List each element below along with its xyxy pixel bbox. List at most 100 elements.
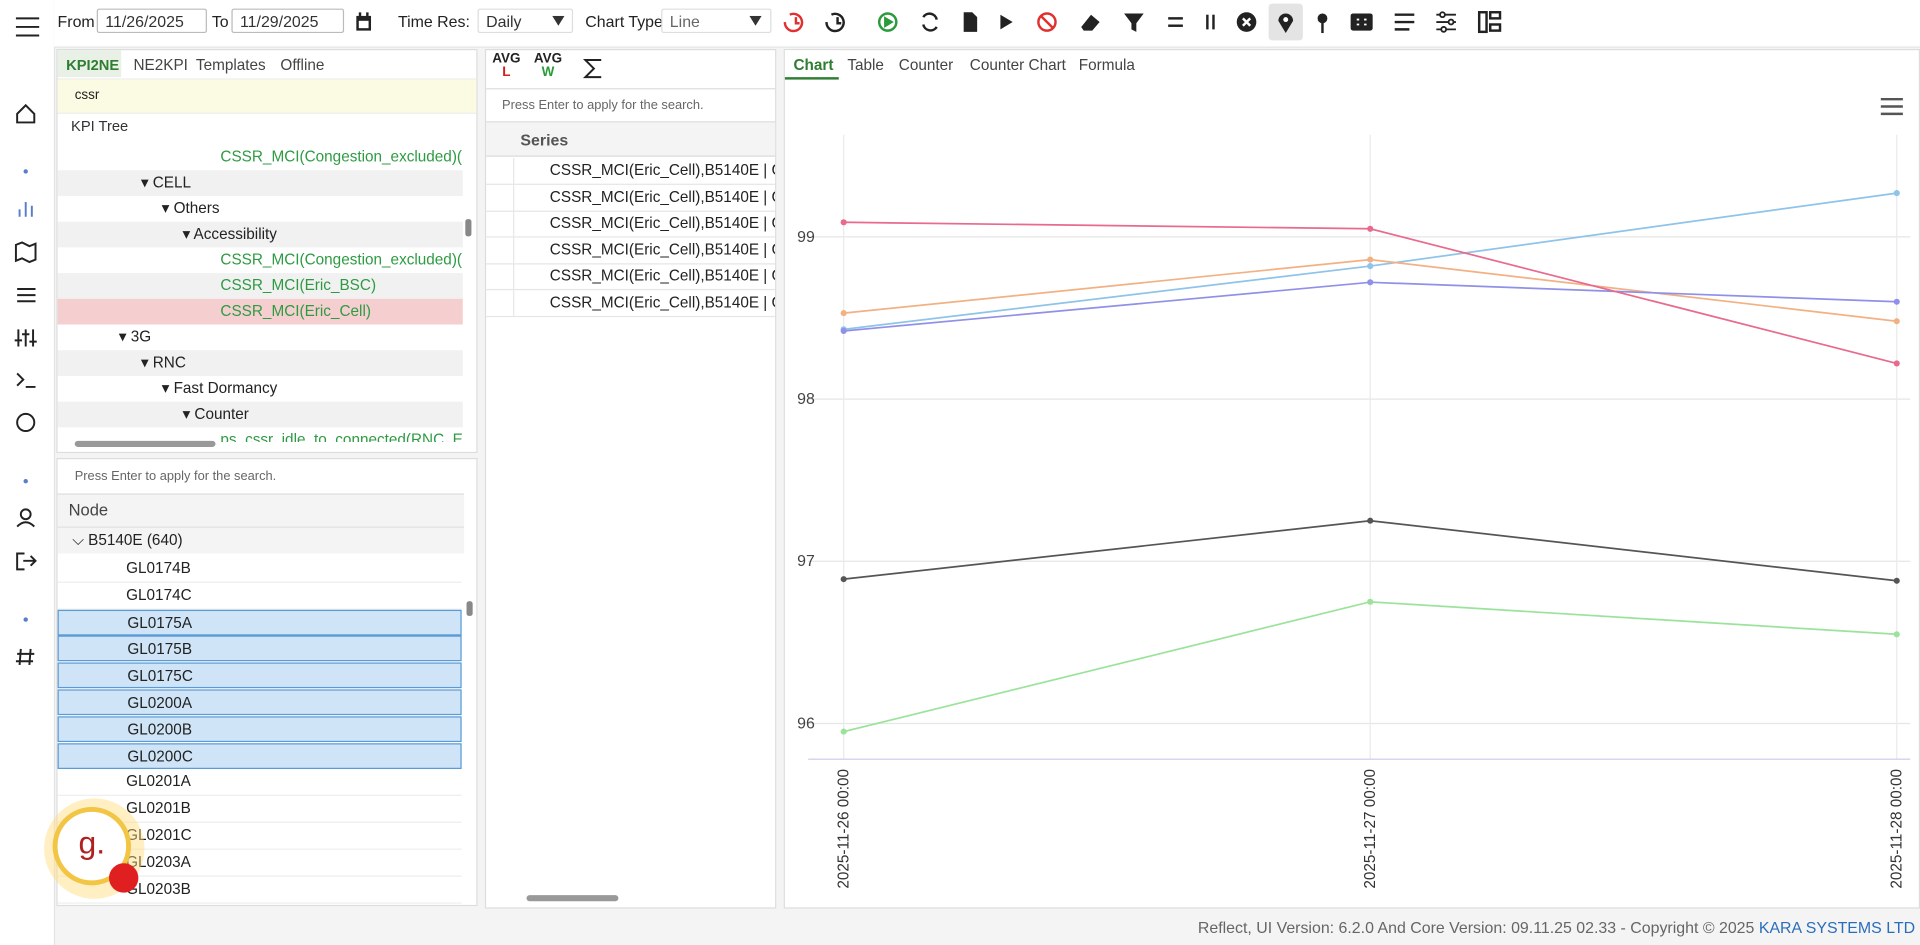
tab[interactable]: Table [847,56,884,74]
node-row[interactable]: GL0203B [57,876,462,904]
series-point[interactable] [1893,631,1900,638]
align-button[interactable] [1394,13,1415,31]
home-icon[interactable] [16,103,36,124]
series-point[interactable] [1367,225,1374,232]
series-point[interactable] [1893,577,1900,584]
series-point[interactable] [1893,190,1900,197]
node-row[interactable]: GL0201C [57,823,462,850]
history-button[interactable] [783,12,804,33]
footer-company[interactable]: KARA SYSTEMS LTD [1758,918,1916,937]
series-point[interactable] [1893,298,1900,305]
logout-icon[interactable] [16,552,37,571]
map-icon[interactable] [14,241,37,264]
scroll-thumb[interactable] [526,895,619,902]
tree-item[interactable]: ▾ Accessibility [182,225,277,243]
to-input[interactable]: 11/29/2025 [231,8,345,34]
node-row[interactable]: GL0175A [57,609,462,636]
series-point[interactable] [1367,279,1374,286]
pin-button[interactable] [1278,13,1294,34]
series-point[interactable] [840,327,847,335]
help-icon[interactable] [16,412,36,433]
node-row[interactable]: GL0175C [57,662,462,689]
menu-button[interactable] [15,17,40,37]
tab[interactable]: Offline [280,56,325,74]
play-circle-button[interactable] [877,12,898,32]
series-row[interactable]: CSSR_MCI(Eric_Cell),B5140E | GL [486,184,776,212]
series-point[interactable] [1893,360,1900,367]
series-row[interactable]: CSSR_MCI(Eric_Cell),B5140E | GL [486,210,776,238]
series-point[interactable] [1367,517,1374,524]
series-row[interactable]: CSSR_MCI(Eric_Cell),B5140E | GL [486,263,776,291]
node-row[interactable]: GL0200B [57,716,462,742]
stop-button[interactable] [1037,12,1057,32]
calendar-button[interactable] [355,12,372,32]
tree-item[interactable]: ▾ Fast Dormancy [161,379,278,397]
badge[interactable]: g. [52,806,132,886]
close-button[interactable] [1236,12,1257,32]
equal-button[interactable] [1168,17,1183,27]
node-row[interactable]: GL0203A [57,850,462,877]
export-button[interactable] [963,12,978,32]
tab[interactable]: Templates [195,56,266,74]
series-row[interactable]: CSSR_MCI(Eric_Cell),B5140E | GL [486,157,776,185]
node-row[interactable]: GL0200A [57,689,462,716]
tree-item[interactable]: CSSR_MCI(Congestion_excluded)(Eric [220,148,463,166]
node-search[interactable]: Press Enter to apply for the search. [74,468,277,484]
tree-item[interactable]: ▾ RNC [140,353,186,372]
chart-menu[interactable] [1880,97,1903,116]
series-row[interactable]: CSSR_MCI(Eric_Cell),B5140E | GL [486,290,776,318]
scroll-thumb[interactable] [74,440,216,447]
series-point[interactable] [840,310,847,317]
refresh-button[interactable] [922,12,938,32]
node-row[interactable]: GL0201B [57,796,462,824]
node-row[interactable]: GL0175B [57,635,462,662]
caption-button[interactable] [1350,13,1373,31]
sum-button[interactable] [582,56,605,80]
tab[interactable]: NE2KPI [133,56,188,74]
series-point[interactable] [1367,598,1374,605]
node-row[interactable]: GL0201A [57,769,462,797]
series-row[interactable]: CSSR_MCI(Eric_Cell),B5140E | GL [486,237,776,265]
tab[interactable]: KPI2NE [66,56,120,74]
tree-item[interactable]: ▾ 3G [118,328,152,346]
from-input[interactable]: 11/26/2025 [96,8,207,34]
tab[interactable]: Counter [898,56,954,74]
series-point[interactable] [840,576,847,583]
group-row[interactable] [57,527,465,554]
kpi-search[interactable]: cssr [57,78,477,114]
eraser-button[interactable] [1081,14,1100,31]
tab[interactable]: Formula [1078,56,1135,74]
tree-item[interactable]: CSSR_MCI(Eric_Cell) [220,302,371,320]
run-button[interactable] [1000,14,1013,30]
chart-icon[interactable] [18,202,33,217]
list-icon[interactable] [17,288,36,303]
scroll-thumb[interactable] [465,219,472,237]
time-res-select[interactable]: Daily [477,8,574,34]
tune-button[interactable] [1436,11,1456,33]
tree-button[interactable] [1477,11,1502,34]
tree-item[interactable]: CSSR_MCI(Congestion_excluded)(Eric [220,251,463,269]
tab[interactable]: Chart [793,56,834,74]
scroll-thumb[interactable] [466,601,473,616]
series-point[interactable] [1367,263,1374,270]
tree-item[interactable]: ▾ Counter [182,405,249,423]
undo-button[interactable] [825,12,845,33]
console-icon[interactable] [16,372,36,388]
avg-w-button[interactable]: AVG W [534,52,562,80]
node-row[interactable]: GL0174B [57,556,462,583]
node-row[interactable]: GL0174C [57,583,462,610]
tab[interactable]: Counter Chart [969,56,1066,74]
user-icon[interactable] [16,508,35,528]
series-search[interactable]: Press Enter to apply for the search. [486,88,776,123]
tree-item[interactable]: ▾ CELL [140,173,192,192]
node-row[interactable]: GL0200C [57,742,462,769]
pause-button[interactable] [1206,14,1215,30]
tree-item[interactable]: ▾ Others [161,199,220,217]
series-point[interactable] [840,219,847,226]
avg-l-button[interactable]: AVG L [492,52,520,80]
settings-icon[interactable] [14,329,37,347]
filter-button[interactable] [1124,13,1144,32]
tree-item[interactable]: CSSR_MCI(Eric_BSC) [220,276,377,294]
tree-item[interactable]: ps_cssr_idle_to_connected(RNC_Eric [220,431,463,443]
series-point[interactable] [1367,256,1374,263]
